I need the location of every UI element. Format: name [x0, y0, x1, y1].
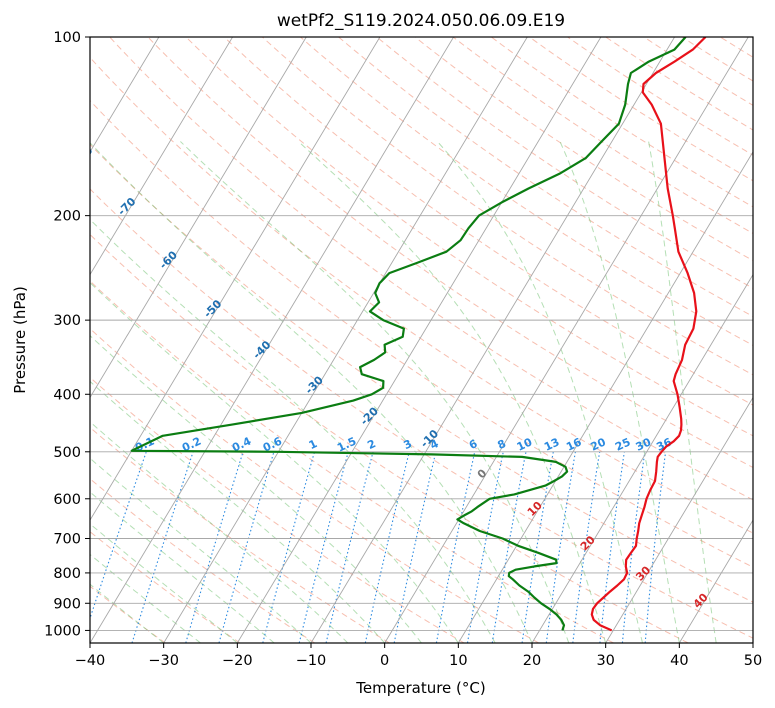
isotherm — [90, 37, 233, 276]
chart-title: wetPf2_S119.2024.050.06.09.E19 — [277, 11, 565, 31]
mixing-ratio-line — [621, 451, 646, 643]
isotherm — [531, 273, 753, 643]
dry-adiabat — [376, 37, 753, 289]
dewpoint-profile — [130, 37, 687, 631]
isotherm — [90, 37, 307, 399]
isotherm — [384, 37, 749, 643]
isotherm — [605, 396, 753, 643]
dry-adiabat — [90, 376, 465, 643]
dry-adiabat — [261, 37, 753, 376]
isotherm — [90, 37, 454, 643]
isotherm — [457, 150, 753, 643]
y-tick-label: 400 — [53, 387, 81, 403]
isotherm — [90, 37, 381, 522]
dry-adiabat — [90, 327, 540, 643]
mixing-ratio-label: 13 — [542, 435, 561, 453]
dry-adiabat — [338, 37, 753, 318]
mixing-ratio-label: 20 — [589, 435, 609, 453]
x-tick-label: 30 — [596, 653, 614, 669]
mixing-ratio-line — [90, 451, 147, 620]
isotherm — [678, 519, 753, 643]
dry-adiabat — [90, 99, 753, 568]
x-tick-label: 40 — [670, 653, 688, 669]
dry-adiabat — [90, 280, 614, 643]
isotherm — [163, 37, 528, 643]
mixing-ratio-line — [644, 451, 667, 643]
mixing-ratio-line — [491, 451, 527, 643]
dry-adiabat — [300, 37, 753, 346]
dry-adiabat — [90, 188, 753, 639]
mixing-ratio-line — [364, 451, 410, 643]
background-lines — [90, 37, 753, 643]
y-tick-label: 500 — [53, 445, 81, 461]
y-tick-label: 800 — [53, 566, 81, 582]
mixing-ratio-line — [262, 451, 316, 643]
axes: −40 −30 −20 −10 0 10 20 30 40 50 100 200 300 400 500 60… — [44, 30, 762, 669]
dry-adiabat — [90, 426, 390, 643]
mixing-ratio-line — [218, 451, 275, 643]
x-tick-label: 50 — [744, 653, 762, 669]
mixing-ratio-label: 25 — [613, 436, 632, 454]
x-tick-label: 10 — [449, 653, 467, 669]
y-tick-label: 700 — [53, 532, 81, 548]
plot-background — [90, 37, 753, 643]
plot-frame — [89, 36, 754, 644]
y-tick-label: 900 — [53, 596, 81, 612]
y-tick-label: 300 — [53, 313, 81, 329]
y-tick-label: 1000 — [44, 623, 81, 639]
dry-adiabat — [147, 37, 753, 469]
mixing-ratio-line — [185, 451, 244, 643]
mixing-ratio-line — [435, 451, 476, 643]
y-tick-label: 200 — [53, 209, 81, 225]
mixing-ratio-line — [599, 451, 625, 643]
mixing-ratio-label: 30 — [634, 435, 654, 453]
dry-adiabat — [109, 37, 753, 501]
y-tick-label: 600 — [53, 492, 81, 508]
mixing-ratio-label: 36 — [654, 435, 674, 453]
profile-series — [130, 37, 707, 632]
isotherm-label: -80 — [72, 144, 95, 167]
dry-adiabat — [90, 56, 753, 534]
x-tick-label: 20 — [523, 653, 541, 669]
dry-adiabat — [90, 233, 689, 643]
mixing-ratio-line — [572, 451, 601, 643]
mixing-ratio-line — [325, 451, 374, 643]
x-tick-label: −40 — [75, 653, 106, 669]
mixing-ratio-line — [466, 451, 504, 643]
dry-adiabat — [90, 531, 241, 643]
y-tick-label: 100 — [53, 30, 81, 46]
mixing-ratio-line — [131, 451, 194, 643]
isotherm — [90, 37, 160, 153]
isotherm — [310, 37, 675, 643]
mixing-ratio-label: 10 — [515, 435, 535, 453]
temperature-profile — [590, 37, 707, 632]
x-tick-label: 0 — [380, 653, 389, 669]
x-tick-label: −20 — [222, 653, 253, 669]
mixing-ratio-line — [298, 451, 349, 643]
mixing-ratio-label: 16 — [564, 435, 584, 453]
x-tick-label: −30 — [148, 653, 179, 669]
x-axis-label: Temperature (°C) — [355, 679, 485, 697]
x-tick-label: −10 — [296, 653, 327, 669]
isotherm — [236, 37, 602, 643]
y-axis-label: Pressure (hPa) — [11, 286, 29, 394]
mixing-ratio-line — [393, 451, 437, 643]
